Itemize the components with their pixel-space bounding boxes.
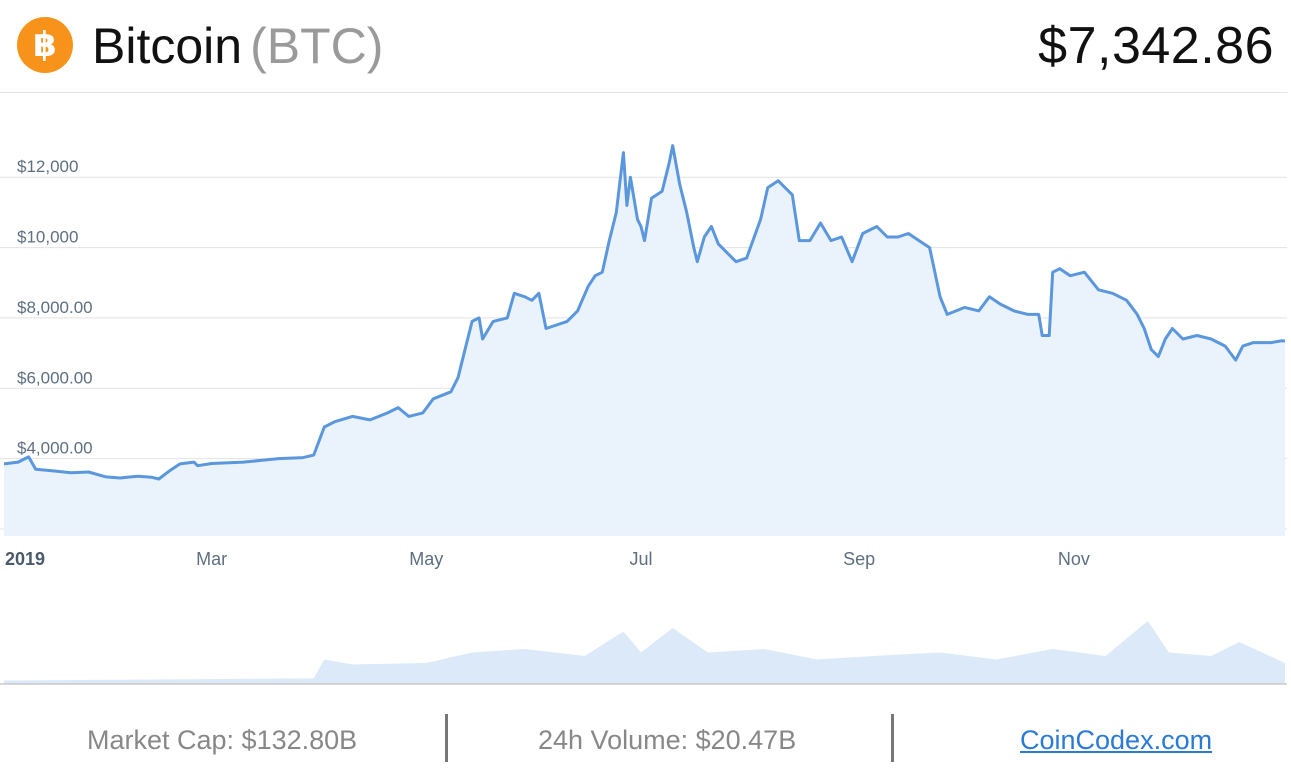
current-price: $7,342.86 bbox=[1038, 17, 1274, 75]
y-tick-label: $8,000.00 bbox=[17, 298, 93, 317]
y-tick-label: $10,000 bbox=[17, 228, 78, 247]
y-tick-label: $4,000.00 bbox=[17, 439, 93, 458]
volume-area bbox=[4, 621, 1285, 684]
x-tick-label: 2019 bbox=[5, 549, 45, 569]
y-tick-label: $6,000.00 bbox=[17, 368, 93, 387]
coin-symbol: (BTC) bbox=[250, 18, 384, 74]
price-line bbox=[3, 144, 1286, 481]
coincodex-link[interactable]: CoinCodex.com bbox=[1020, 725, 1213, 755]
x-tick-label: May bbox=[409, 549, 443, 569]
y-tick-label: $12,000 bbox=[17, 157, 78, 176]
bitcoin-logo-icon: ฿ bbox=[17, 17, 73, 73]
footer-separator bbox=[445, 714, 448, 762]
footer-separator bbox=[891, 714, 894, 762]
coin-title: Bitcoin (BTC) bbox=[92, 14, 383, 78]
footer-stats: Market Cap: $132.80B 24h Volume: $20.47B… bbox=[0, 700, 1291, 768]
volume-24h: 24h Volume: $20.47B bbox=[538, 725, 797, 755]
x-tick-label: Mar bbox=[196, 549, 227, 569]
price-chart[interactable]: $2,000.00$4,000.00$6,000.00$8,000.00$10,… bbox=[0, 100, 1291, 690]
x-tick-label: Nov bbox=[1058, 549, 1090, 569]
header: ฿ Bitcoin (BTC) $7,342.86 bbox=[0, 0, 1291, 93]
price-area bbox=[4, 145, 1285, 536]
x-tick-label: Jul bbox=[629, 549, 652, 569]
market-cap: Market Cap: $132.80B bbox=[87, 725, 358, 755]
header-divider bbox=[0, 92, 1287, 93]
coin-name: Bitcoin bbox=[92, 18, 243, 74]
x-tick-label: Sep bbox=[843, 549, 875, 569]
